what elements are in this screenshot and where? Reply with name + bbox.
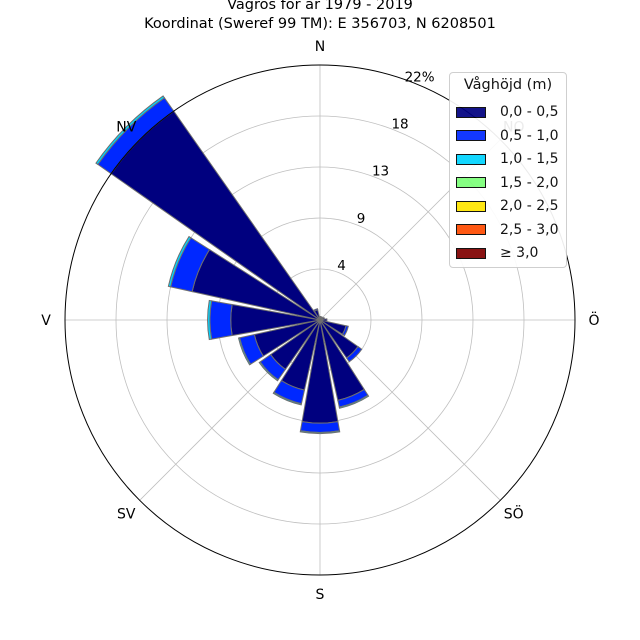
direction-label: S: [316, 587, 325, 603]
legend: Våghöjd (m) 0,0 - 0,5 0,5 - 1,0 1,0 - 1,5 1…: [449, 72, 567, 268]
legend-swatch: [456, 224, 486, 235]
direction-label: NV: [116, 119, 136, 135]
direction-label: N: [315, 39, 325, 55]
legend-swatch: [456, 153, 486, 165]
legend-swatch: [456, 130, 486, 141]
rose-bar-segment: [313, 308, 319, 312]
radial-tick-label: 18: [391, 117, 408, 133]
rose-bar-segment: [341, 325, 349, 337]
legend-label: 2,0 - 2,5: [500, 198, 559, 214]
legend-entry: 2,0 - 2,5: [456, 196, 558, 216]
radial-tick-label: 13: [372, 164, 389, 180]
direction-label: Ö: [588, 311, 599, 329]
legend-swatch: [456, 106, 486, 118]
direction-label: SV: [117, 507, 136, 523]
polar-frame: [64, 64, 576, 576]
legend-label: 0,0 - 0,5: [500, 104, 559, 120]
legend-entry: 1,0 - 1,5: [456, 149, 558, 169]
legend-swatch: [456, 177, 486, 188]
legend-label: 1,0 - 1,5: [500, 151, 559, 167]
legend-label: 0,5 - 1,0: [500, 127, 559, 144]
legend-entry: 0,0 - 0,5: [456, 102, 558, 122]
direction-label: SÖ: [504, 505, 524, 523]
legend-entry: 2,5 - 3,0: [456, 220, 558, 240]
rose-bar-segment: [207, 299, 213, 341]
radial-tick-labels: 4 9 13 18 22%: [337, 69, 435, 273]
rose-bar-segment: [167, 235, 192, 288]
radial-tick-label: 4: [337, 258, 346, 274]
legend-label: 1,5 - 2,0: [500, 174, 559, 191]
chart-title-line-1: Vågros för år 1979 - 2019: [227, 0, 413, 13]
direction-label: V: [41, 313, 51, 329]
chart-title-line-2: Koordinat (Sweref 99 TM): E 356703, N 62…: [144, 16, 496, 32]
rose-bar-segment: [258, 361, 279, 382]
legend-label: 2,5 - 3,0: [500, 221, 559, 238]
rose-bar-segment: [299, 430, 341, 435]
legend-entry: 1,5 - 2,0: [456, 173, 558, 193]
legend-label: ≥ 3,0: [500, 245, 539, 261]
legend-swatch: [456, 247, 486, 259]
rose-bar-segment: [272, 391, 303, 406]
rose-bar-segment: [338, 394, 370, 409]
rose-bar-segment: [209, 300, 233, 340]
rose-bar-segment: [95, 95, 166, 166]
rose-bar-segment: [345, 345, 363, 363]
legend-entry: ≥ 3,0: [456, 243, 538, 263]
legend-entry: 0,5 - 1,0: [456, 126, 558, 146]
legend-title: Våghöjd (m): [463, 77, 553, 93]
rose-bar-segment: [299, 421, 341, 433]
chart-title: Vågros för år 1979 - 2019 Koordinat (Swe…: [0, 0, 640, 34]
radial-tick-label: 9: [357, 211, 366, 227]
rose-bar-segment: [237, 337, 252, 366]
legend-swatch: [456, 200, 486, 212]
rose-bars: [95, 95, 370, 435]
radial-tick-label: 22%: [405, 69, 435, 85]
